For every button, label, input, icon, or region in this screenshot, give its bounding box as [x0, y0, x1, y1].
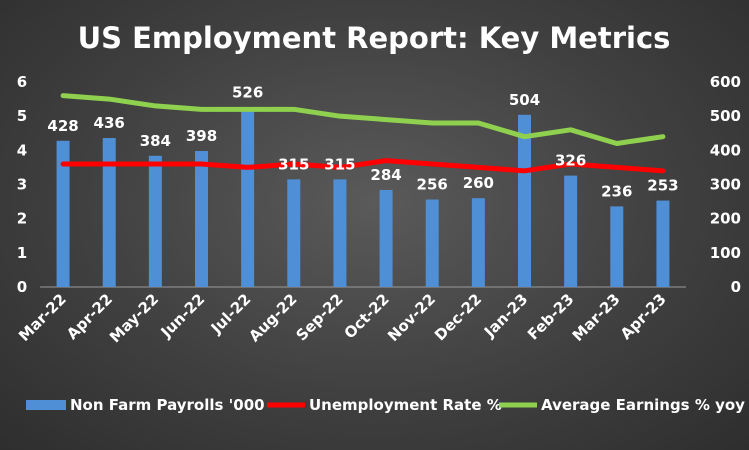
- x-tick-label: Mar-22: [15, 290, 70, 345]
- data-label: 384: [140, 132, 171, 150]
- x-tick-label: Jan-23: [480, 290, 531, 341]
- x-tick-label: Jun-22: [157, 290, 209, 342]
- data-label: 315: [278, 155, 309, 173]
- x-tick-label: Sep-22: [292, 290, 346, 344]
- y-right-tick-label: 100: [710, 244, 741, 262]
- data-label: 436: [94, 114, 125, 132]
- data-label: 315: [324, 155, 355, 173]
- bar: [471, 198, 485, 287]
- bar: [379, 189, 393, 287]
- bar: [656, 200, 670, 287]
- x-tick-label: Nov-22: [384, 290, 439, 345]
- legend-swatch-bar: [26, 400, 66, 410]
- chart-title: US Employment Report: Key Metrics: [78, 21, 671, 55]
- y-right-tick-label: 300: [710, 176, 741, 194]
- bar: [56, 140, 70, 287]
- y-right-tick-label: 0: [731, 278, 741, 296]
- legend: Non Farm Payrolls '000 Unemployment Rate …: [26, 396, 745, 414]
- bar: [425, 199, 439, 287]
- data-label: 526: [232, 83, 263, 101]
- legend-label: Unemployment Rate %: [309, 396, 502, 414]
- y-left-tick-label: 4: [17, 141, 27, 159]
- y-right-tick-label: 500: [710, 107, 741, 125]
- average-earnings-yoy-line: [60, 93, 666, 146]
- y-left-tick-label: 6: [17, 73, 27, 91]
- unemployment-rate-line: [60, 158, 666, 174]
- data-label: 326: [555, 152, 586, 170]
- bar: [287, 179, 301, 287]
- y-right-tick-label: 400: [710, 141, 741, 159]
- y-right-tick-label: 600: [710, 73, 741, 91]
- x-tick-label: Mar-23: [569, 290, 624, 345]
- x-tick-label: May-22: [106, 290, 162, 346]
- data-label: 260: [463, 174, 494, 192]
- y-left-tick-label: 1: [17, 244, 27, 262]
- bars-series: [56, 107, 670, 288]
- legend-label: Average Earnings % yoy: [541, 396, 745, 414]
- bar: [241, 107, 255, 288]
- y-left-tick-label: 3: [17, 176, 27, 194]
- data-label: 504: [509, 91, 540, 109]
- line-series: [60, 93, 666, 174]
- bar: [610, 206, 624, 287]
- y-left-tick-label: 0: [17, 278, 27, 296]
- data-label: 256: [417, 176, 448, 194]
- bar: [333, 179, 347, 287]
- data-label: 398: [186, 127, 217, 145]
- x-tick-label: Apr-23: [617, 290, 670, 343]
- legend-label: Non Farm Payrolls '000: [70, 396, 265, 414]
- x-tick-label: Dec-22: [431, 290, 485, 344]
- y-left-tick-label: 5: [17, 107, 27, 125]
- bar: [148, 155, 162, 287]
- x-tick-label: Feb-23: [524, 290, 577, 343]
- data-label: 428: [47, 117, 78, 135]
- bar: [518, 114, 531, 287]
- y-left-tick-label: 2: [17, 210, 27, 228]
- data-label: 284: [370, 166, 401, 184]
- x-tick-label: Aug-22: [245, 290, 300, 345]
- data-label: 236: [601, 182, 632, 200]
- y-right-tick-label: 200: [710, 210, 741, 228]
- bar: [564, 175, 578, 287]
- data-label: 253: [647, 177, 678, 195]
- bar: [102, 138, 116, 287]
- data-labels: 428 436 384 398 526 315 315 284 256 260 504 326 236 2…: [47, 83, 678, 200]
- bar: [195, 151, 208, 287]
